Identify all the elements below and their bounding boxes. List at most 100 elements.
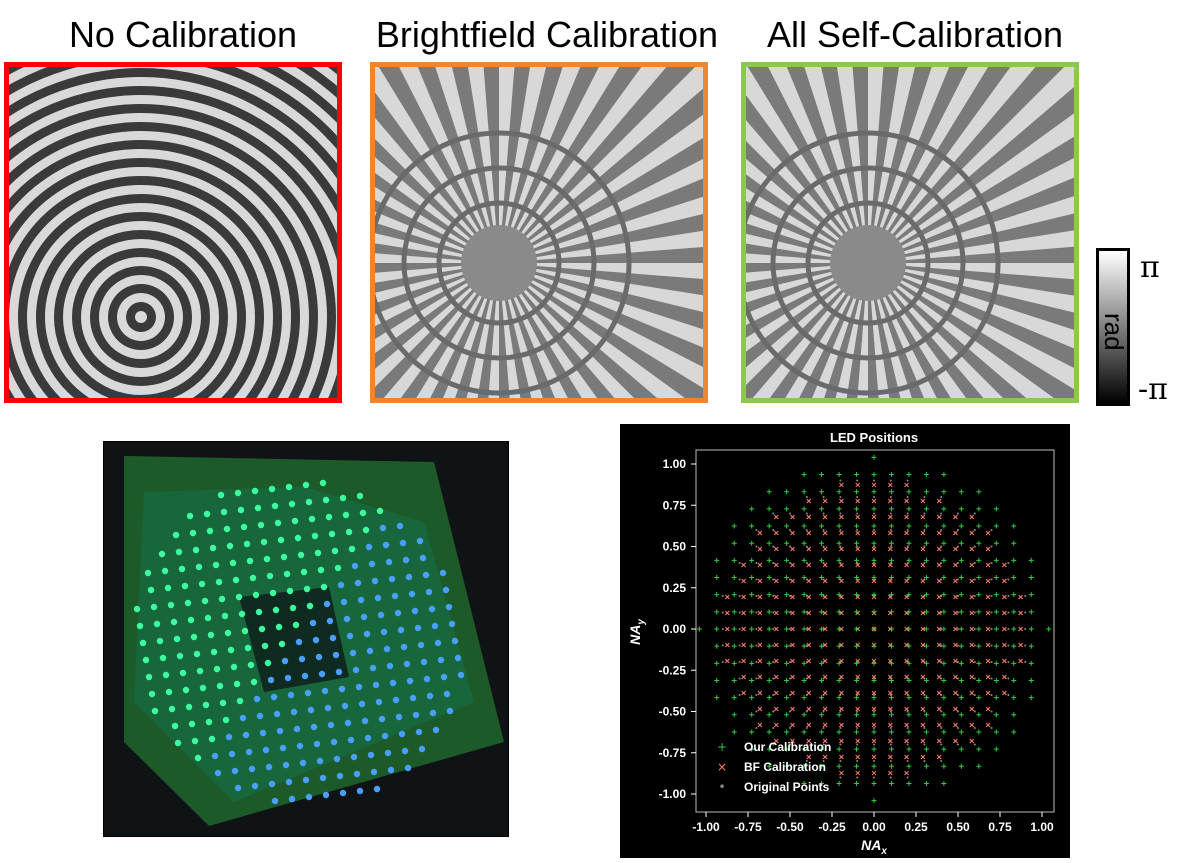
bf-calibration-point <box>806 514 812 520</box>
bf-calibration-point <box>887 770 893 776</box>
x-tick-label: -1.00 <box>692 820 720 834</box>
our-calibration-point <box>923 506 929 512</box>
star-spoke <box>868 67 1074 263</box>
bf-calibration-point <box>936 562 942 568</box>
our-calibration-point <box>854 557 860 563</box>
original-point <box>1024 644 1027 647</box>
bf-calibration-point <box>936 706 942 712</box>
led-dot <box>136 622 144 630</box>
bf-calibration-point <box>936 610 942 616</box>
our-calibration-point <box>784 643 790 649</box>
led-dot <box>414 624 422 632</box>
our-calibration-point <box>958 695 964 701</box>
led-dot <box>304 689 312 697</box>
our-calibration-point <box>958 489 964 495</box>
our-calibration-point <box>766 729 772 735</box>
our-calibration-point <box>958 763 964 769</box>
led-dot <box>289 604 297 612</box>
led-dot <box>317 566 325 574</box>
bf-calibration-point <box>1002 642 1007 648</box>
bf-calibration-point <box>871 690 877 696</box>
our-calibration-point <box>1011 695 1017 701</box>
our-calibration-point <box>819 660 825 666</box>
our-calibration-point <box>906 746 912 752</box>
bf-calibration-point <box>773 514 779 520</box>
bf-calibration-point <box>936 738 942 744</box>
original-point <box>755 727 758 729</box>
our-calibration-point <box>819 643 825 649</box>
led-dot <box>356 787 364 795</box>
our-calibration-point <box>749 643 755 649</box>
our-calibration-point <box>871 780 877 786</box>
bf-calibration-point <box>822 546 828 552</box>
chart-title: LED Positions <box>830 430 918 445</box>
led-dot <box>288 500 296 508</box>
led-dot <box>159 654 167 662</box>
star-center <box>830 225 906 301</box>
bf-calibration-point <box>936 578 942 584</box>
led-dot <box>369 664 377 672</box>
our-calibration-point <box>784 677 790 683</box>
panel-title-brightfield-calibration: Brightfield Calibration <box>375 14 719 55</box>
led-dot <box>333 755 341 763</box>
bf-calibration-point <box>806 594 812 600</box>
x-tick-label: -0.25 <box>818 820 846 834</box>
our-calibration-point <box>854 506 860 512</box>
our-calibration-point <box>923 712 929 718</box>
our-calibration-point <box>766 523 772 529</box>
led-dot <box>260 538 268 546</box>
our-calibration-point <box>871 746 877 752</box>
our-calibration-point <box>888 660 894 666</box>
our-calibration-point <box>1028 695 1034 701</box>
original-point <box>1007 661 1010 663</box>
bf-calibration-point <box>806 722 812 728</box>
our-calibration-point <box>871 523 877 529</box>
led-dot <box>359 509 367 517</box>
led-dot <box>314 549 322 557</box>
bf-calibration-point <box>839 674 844 680</box>
original-point <box>839 776 842 779</box>
bf-calibration-point <box>806 738 812 744</box>
original-point <box>906 727 909 729</box>
led-dot <box>319 479 327 487</box>
our-calibration-point <box>1011 609 1017 615</box>
our-calibration-point <box>1011 712 1017 718</box>
our-calibration-point <box>836 780 842 786</box>
led-dot <box>404 764 412 772</box>
led-dot <box>203 510 211 518</box>
our-calibration-point <box>766 695 772 701</box>
our-calibration-point <box>1011 677 1017 683</box>
led-dot <box>264 659 272 667</box>
bf-calibration-point <box>969 610 975 616</box>
led-dot <box>337 581 345 589</box>
our-calibration-point <box>976 557 982 563</box>
bf-calibration-point <box>724 594 730 600</box>
chart-legend: + Our Calibration × BF Calibration • Original… <box>717 740 831 794</box>
led-dot <box>265 763 273 771</box>
led-dot <box>301 672 309 680</box>
our-calibration-point <box>941 677 947 683</box>
panel-title-self-calibration: All Self-Calibration <box>766 14 1064 55</box>
original-point <box>957 611 959 614</box>
x-tick-label: -0.50 <box>776 820 804 834</box>
our-calibration-point <box>801 523 807 529</box>
bf-calibration-point <box>757 642 763 648</box>
led-dot <box>439 569 447 577</box>
original-point <box>755 710 758 713</box>
led-dot <box>385 558 393 566</box>
led-dot <box>158 550 166 558</box>
our-calibration-point <box>784 592 790 598</box>
led-dot <box>242 731 250 739</box>
our-calibration-point <box>749 592 755 598</box>
bf-calibration-point <box>953 578 958 584</box>
original-point <box>973 611 976 614</box>
led-dot <box>356 492 364 500</box>
led-dot <box>331 547 339 555</box>
y-tick-label: 0.00 <box>663 622 687 636</box>
original-point <box>990 644 993 647</box>
y-axis-label: NAy <box>627 619 647 645</box>
legend-entry: Original Points <box>744 780 830 794</box>
our-calibration-point <box>871 472 877 478</box>
bf-calibration-point <box>871 738 877 744</box>
our-calibration-point <box>836 763 842 769</box>
